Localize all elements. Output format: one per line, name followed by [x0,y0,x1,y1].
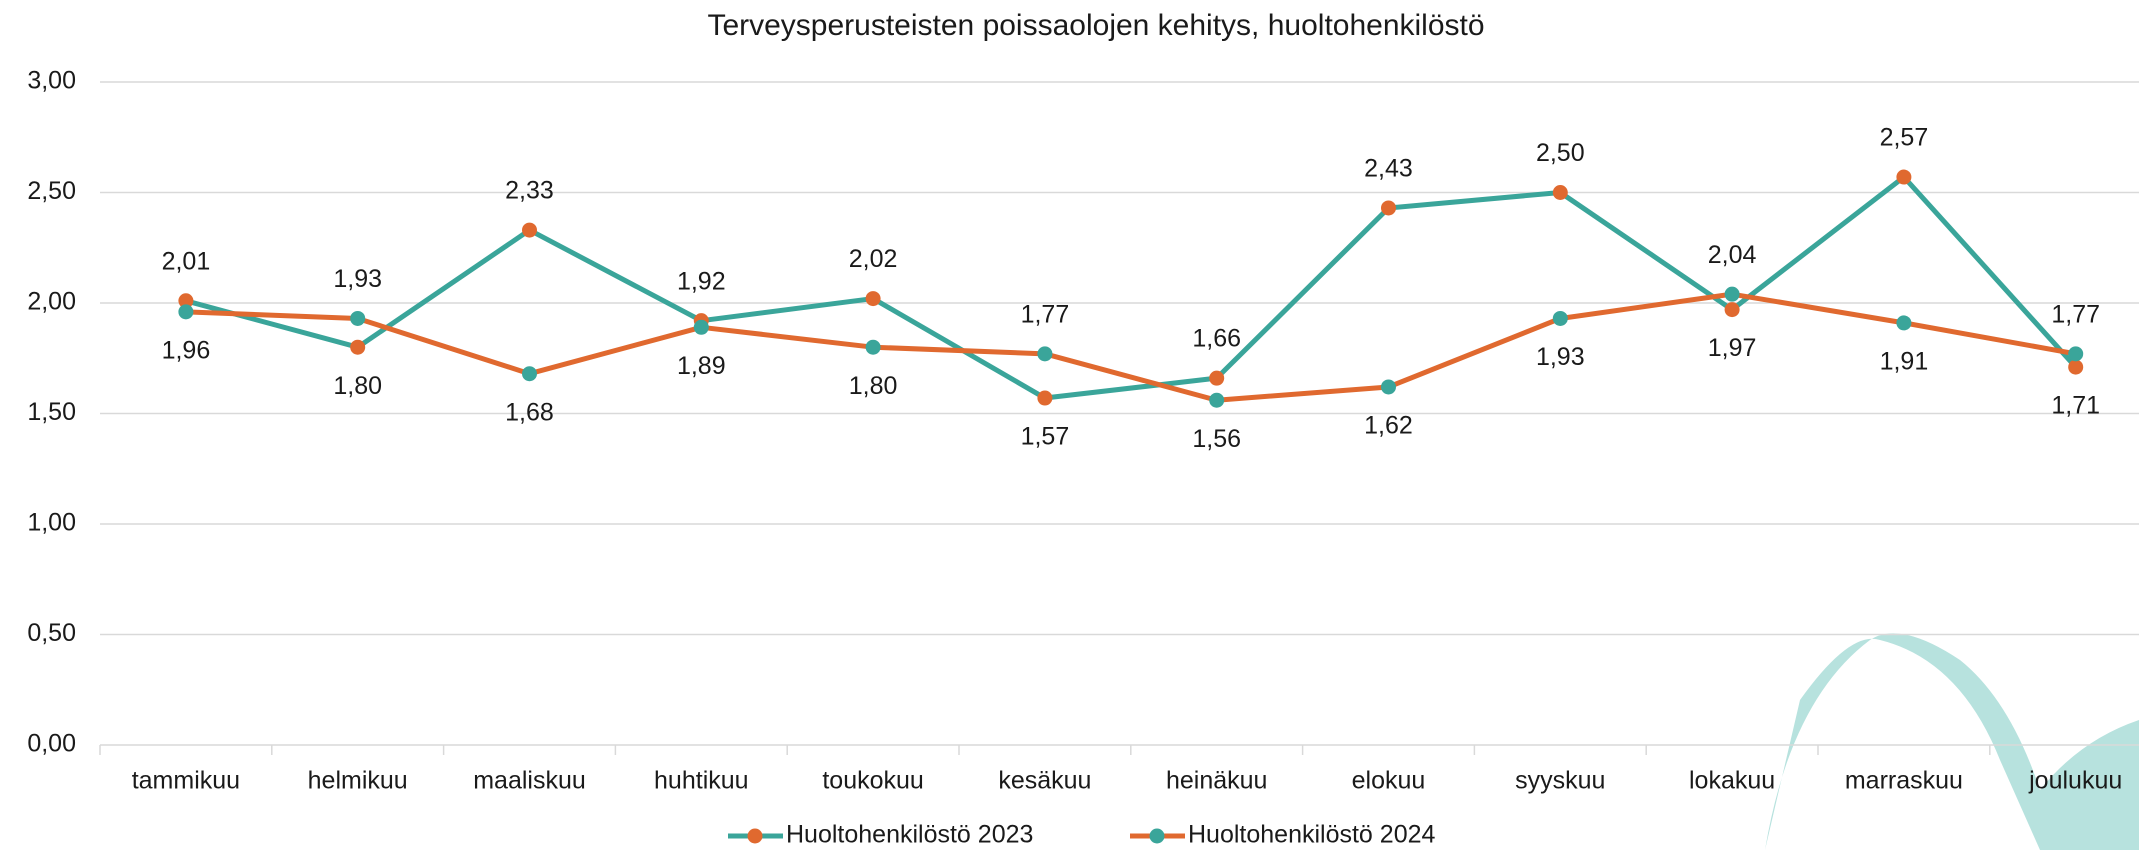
data-label: 1,57 [1021,423,1070,451]
data-point [522,223,537,238]
x-tick-label: helmikuu [308,767,408,795]
page: Terveysperusteisten poissaolojen kehitys… [0,0,2139,850]
y-tick-label: 1,00 [27,509,76,537]
data-point [1209,371,1224,386]
legend-marker [748,829,763,844]
x-tick-label: elokuu [1352,767,1426,795]
data-label: 2,02 [849,245,898,273]
data-label: 1,97 [1708,334,1757,362]
data-label: 1,62 [1364,412,1413,440]
data-point [1896,315,1911,330]
data-point [2068,360,2083,375]
data-point [1037,391,1052,406]
data-point [866,340,881,355]
data-label: 1,89 [677,352,726,380]
data-label: 1,80 [849,372,898,400]
series-line [186,294,2076,400]
legend-label: Huoltohenkilöstö 2024 [1188,821,1435,849]
data-point [522,366,537,381]
data-point [694,320,709,335]
data-point [350,340,365,355]
y-tick-label: 1,50 [27,398,76,426]
x-tick-label: marraskuu [1845,767,1963,795]
data-point [1553,311,1568,326]
y-tick-label: 2,00 [27,288,76,316]
data-label: 1,66 [1192,325,1241,353]
data-label: 2,01 [162,247,211,275]
data-point [1381,379,1396,394]
y-tick-label: 0,00 [27,730,76,758]
data-point [350,311,365,326]
x-tick-label: syyskuu [1515,767,1605,795]
y-tick-label: 2,50 [27,177,76,205]
x-tick-label: kesäkuu [998,767,1091,795]
data-label: 2,33 [505,177,554,205]
data-point [2068,346,2083,361]
data-point [1381,200,1396,215]
data-label: 2,43 [1364,155,1413,183]
y-tick-label: 0,50 [27,619,76,647]
chart-title: Terveysperusteisten poissaolojen kehitys… [707,9,1484,42]
legend-label: Huoltohenkilöstö 2023 [786,821,1033,849]
x-tick-label: toukokuu [822,767,923,795]
data-label: 1,77 [2051,300,2100,328]
x-tick-label: tammikuu [132,767,240,795]
chart: Terveysperusteisten poissaolojen kehitys… [0,0,2139,850]
data-point [1209,393,1224,408]
data-label: 1,80 [333,372,382,400]
data-point [1896,170,1911,185]
data-point [1725,302,1740,317]
decor-shape [1765,633,2139,850]
data-label: 2,04 [1708,241,1757,269]
data-point [1553,185,1568,200]
data-label: 1,93 [333,265,382,293]
data-label: 1,56 [1192,425,1241,453]
data-point [178,304,193,319]
data-label: 1,96 [162,336,211,364]
legend-marker [1150,829,1165,844]
data-label: 1,71 [2051,392,2100,420]
data-point [1725,287,1740,302]
x-tick-label: lokakuu [1689,767,1775,795]
data-label: 1,93 [1536,343,1585,371]
x-tick-label: joulukuu [2028,767,2122,795]
x-tick-label: maaliskuu [473,767,586,795]
data-label: 1,77 [1021,300,1070,328]
data-point [1037,346,1052,361]
data-label: 1,92 [677,267,726,295]
series-line [186,177,2076,398]
data-label: 2,57 [1880,124,1929,152]
data-label: 1,91 [1880,347,1929,375]
data-label: 1,68 [505,398,554,426]
data-point [866,291,881,306]
data-label: 2,50 [1536,139,1585,167]
x-tick-label: huhtikuu [654,767,749,795]
y-tick-label: 3,00 [27,67,76,95]
x-tick-label: heinäkuu [1166,767,1267,795]
